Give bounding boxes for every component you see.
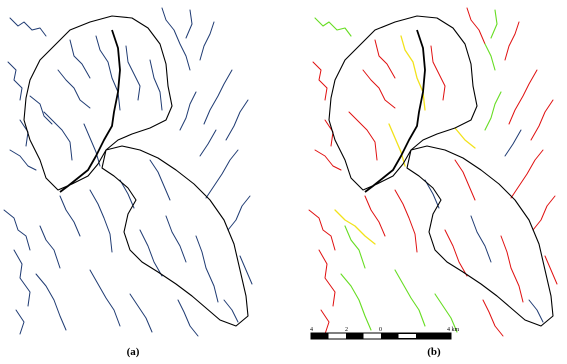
panel-caption-b: (b): [427, 346, 441, 358]
basin-boundary-south-a: [101, 145, 249, 327]
main-channel-a: [59, 29, 121, 193]
stream-class-red: [308, 7, 558, 337]
stream-network-a: [3, 7, 253, 337]
scale-label-2: 2: [345, 327, 348, 333]
stream-class-blue: [424, 129, 544, 323]
river-network-map-a: [3, 7, 253, 337]
scale-label-4-left: 4: [310, 327, 313, 333]
river-network-map-b: 4 2 0 4 km: [308, 7, 558, 340]
basin-boundary-south-b: [406, 145, 554, 327]
scale-label-0: 0: [379, 327, 382, 333]
panel-caption-a: (a): [126, 346, 140, 358]
main-channel-b: [364, 29, 426, 193]
map-panel-b: 4 2 0 4 km: [305, 0, 565, 344]
stream-class-green: [314, 9, 502, 333]
scale-label-4-km: 4 km: [447, 327, 460, 333]
scale-bar: 4 2 0 4 km: [310, 327, 460, 340]
basin-boundary-north-b: [328, 15, 478, 191]
basin-boundary-north-a: [23, 15, 173, 191]
stream-class-yellow: [334, 35, 476, 245]
map-panel-a: [0, 0, 260, 344]
